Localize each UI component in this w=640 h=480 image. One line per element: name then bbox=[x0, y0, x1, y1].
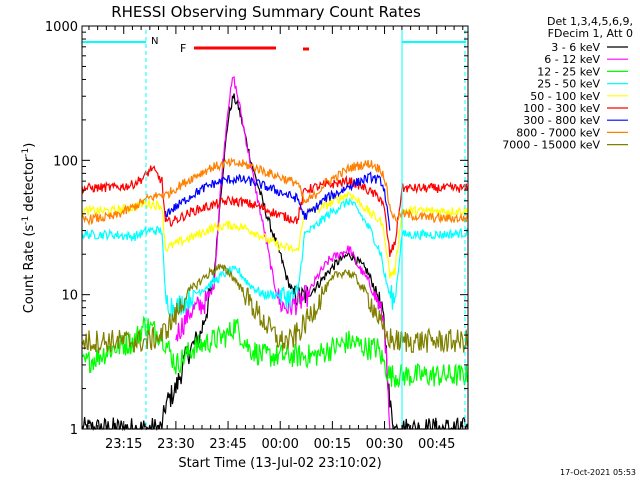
x-tick-label: 00:15 bbox=[314, 437, 351, 452]
legend-label-3: 25 - 50 keV bbox=[537, 78, 600, 91]
legend-label-2: 12 - 25 keV bbox=[537, 65, 600, 78]
legend-label-5: 100 - 300 keV bbox=[523, 102, 600, 115]
y-label-mid: detector bbox=[22, 156, 37, 216]
x-axis-ticks: 23:15 23:30 23:45 00:00 00:15 00:30 00:45 bbox=[88, 26, 464, 452]
series-line-1 bbox=[175, 76, 391, 430]
timestamp: 17-Oct-2021 05:53 bbox=[560, 468, 636, 477]
f-flag-label: F bbox=[180, 42, 186, 55]
plot-frame bbox=[81, 25, 469, 430]
y-tick-label: 1000 bbox=[45, 20, 78, 35]
y-tick-label: 1 bbox=[70, 423, 78, 438]
x-tick-label: 23:15 bbox=[105, 437, 142, 452]
legend-header-0: Det 1,3,4,5,6,9, bbox=[547, 15, 633, 28]
series-line-6 bbox=[164, 171, 391, 231]
y-label-main: Count Rate (s bbox=[22, 225, 37, 314]
x-tick-label: 00:45 bbox=[418, 437, 455, 452]
legend-label-0: 3 - 6 keV bbox=[551, 41, 600, 54]
legend-label-6: 300 - 800 keV bbox=[523, 114, 600, 127]
y-tick-label: 100 bbox=[53, 154, 78, 169]
legend-label-8: 7000 - 15000 keV bbox=[502, 139, 600, 152]
y-tick-label: 10 bbox=[61, 289, 78, 304]
series-line-2 bbox=[81, 315, 469, 389]
y-label-sup1: -1 bbox=[21, 216, 31, 225]
n-flag-label: N bbox=[151, 36, 158, 47]
chart-title: RHESSI Observing Summary Count Rates bbox=[111, 3, 421, 21]
legend-label-7: 800 - 7000 keV bbox=[516, 126, 600, 139]
legend-header-1: FDecim 1, Att 0 bbox=[548, 27, 633, 40]
series-line-7 bbox=[81, 157, 469, 227]
x-tick-label: 23:30 bbox=[157, 437, 194, 452]
x-tick-label: 00:30 bbox=[366, 437, 403, 452]
series-layer bbox=[81, 76, 469, 432]
y-label-sup2: -1 bbox=[21, 148, 31, 157]
x-tick-label: 00:00 bbox=[261, 437, 298, 452]
y-axis-label: Count Rate (s-1 detector-1) bbox=[21, 143, 37, 314]
series-line-5 bbox=[81, 165, 469, 257]
series-line-3 bbox=[81, 197, 469, 320]
x-axis-label: Start Time (13-Jul-02 23:10:02) bbox=[178, 456, 381, 471]
y-axis-ticks: 1000 100 10 1 bbox=[45, 20, 468, 438]
legend-label-1: 6 - 12 keV bbox=[544, 53, 600, 66]
legend-label-4: 50 - 100 keV bbox=[530, 90, 600, 103]
series-line-8 bbox=[81, 263, 469, 354]
x-tick-label: 23:45 bbox=[209, 437, 246, 452]
legend: Det 1,3,4,5,6,9,FDecim 1, Att 03 - 6 keV… bbox=[502, 15, 633, 152]
y-label-end: ) bbox=[22, 143, 37, 148]
